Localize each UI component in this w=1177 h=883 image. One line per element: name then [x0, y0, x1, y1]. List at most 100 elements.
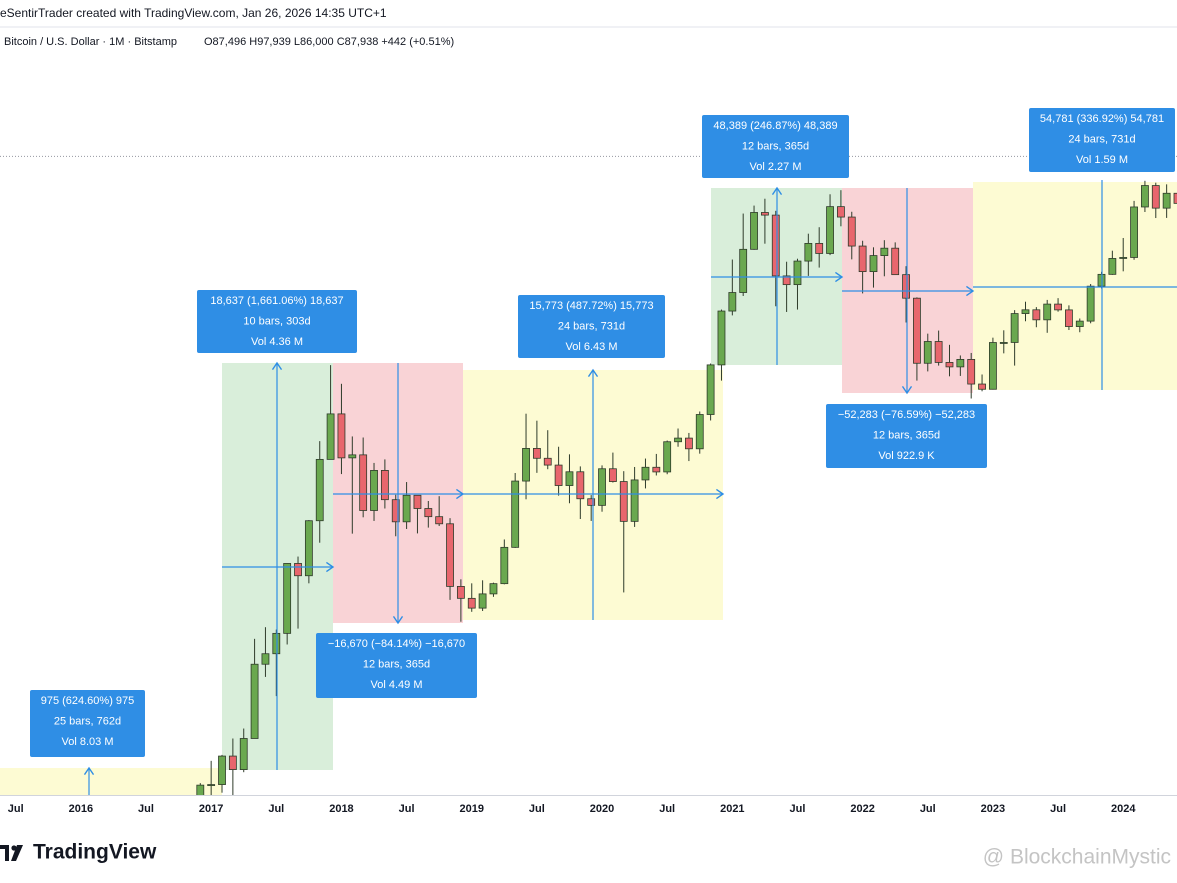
candle-body	[1021, 309, 1030, 314]
x-tick-label: 2017	[199, 803, 223, 815]
measure-label-text: 12 bars, 365d	[873, 429, 940, 441]
arrow-head	[771, 186, 783, 195]
candle-body	[1173, 192, 1177, 204]
candle-body	[663, 441, 672, 473]
candle-body	[1043, 303, 1052, 321]
candle-body	[837, 206, 845, 218]
measure-label-box	[826, 404, 987, 468]
x-axis: Jul 2016 Jul 2017 Jul 2018 Jul 2019 Jul 2020 Jul 20…	[8, 803, 1137, 815]
logo-mark	[11, 845, 23, 861]
candle-body	[511, 480, 520, 548]
candle-body	[978, 383, 986, 390]
candle-body	[391, 499, 400, 523]
candle-body	[695, 414, 704, 450]
arrow-head	[901, 386, 913, 395]
candle-body	[565, 471, 574, 486]
measure-label-text: 54,781 (336.92%) 54,781	[1040, 113, 1164, 125]
x-tick-label: Jul	[268, 803, 284, 815]
measure-label-text: 975 (624.60%) 975	[41, 695, 135, 707]
candle-body	[945, 362, 954, 368]
candle-body	[272, 632, 281, 655]
candle-body	[1075, 320, 1084, 327]
x-tick-label: 2016	[69, 803, 93, 815]
candle-body	[847, 216, 856, 247]
candle-body	[771, 214, 780, 277]
candle-body	[228, 755, 237, 770]
measure-label-text: Vol 2.27 M	[750, 161, 802, 173]
brand-logo: TradingView	[0, 841, 157, 864]
measure-label-text: −52,283 (−76.59%) −52,283	[838, 409, 975, 421]
measure-label-box	[316, 633, 477, 698]
arrow-head	[966, 285, 975, 297]
candle-body	[446, 523, 454, 587]
arrow-head	[716, 488, 725, 500]
measure-label-text: 25 bars, 762d	[54, 715, 121, 727]
arrow-head	[326, 561, 335, 573]
measure-label-text: Vol 8.03 M	[62, 736, 114, 748]
x-tick-label: 2022	[850, 803, 874, 815]
x-tick-label: Jul	[659, 803, 675, 815]
measure-label-text: 18,637 (1,661.06%) 18,637	[210, 295, 343, 307]
candle-body	[522, 448, 530, 482]
candle-body	[587, 498, 596, 506]
candle-body	[782, 275, 791, 286]
brand: TradingView	[33, 841, 157, 864]
candle-body	[261, 653, 270, 665]
measure-label-text: 24 bars, 731d	[1068, 133, 1135, 145]
chart-title: Bitcoin / U.S. Dollar · 1M · Bitstamp	[4, 36, 177, 48]
candle-body	[674, 437, 682, 443]
logo-mark	[0, 845, 9, 861]
candle-body	[250, 663, 259, 739]
candle-body	[543, 457, 552, 466]
measure-label-text: −16,670 (−84.14%) −16,670	[328, 638, 465, 650]
candle-body	[858, 245, 867, 273]
candle-body	[413, 494, 422, 509]
candle-body	[315, 458, 324, 522]
candle-body	[554, 464, 563, 486]
arrow-head	[83, 766, 95, 775]
candle-body	[750, 212, 758, 250]
measure-label-text: Vol 6.43 M	[566, 341, 618, 353]
measure-tools	[83, 180, 1177, 795]
candle-body	[489, 583, 498, 595]
plot-area	[0, 155, 1177, 795]
candle-body	[1151, 185, 1160, 209]
candle-body	[598, 468, 606, 506]
x-tick-label: Jul	[399, 803, 415, 815]
arrow-head	[587, 368, 599, 377]
candle-body	[804, 242, 813, 262]
measure-label-text: 10 bars, 303d	[243, 315, 310, 327]
x-tick-label: Jul	[1050, 803, 1066, 815]
candle-body	[815, 242, 824, 254]
candle-body	[761, 212, 769, 216]
candle-body	[1141, 185, 1149, 208]
measure-label-text: 24 bars, 731d	[558, 320, 625, 332]
x-tick-label: 2018	[329, 803, 353, 815]
candle-body	[934, 341, 943, 363]
candle-body	[478, 593, 487, 609]
x-tick-label: 2021	[720, 803, 744, 815]
candle-body	[218, 755, 226, 785]
x-tick-label: Jul	[529, 803, 545, 815]
candle-body	[826, 206, 834, 254]
candle-body	[239, 738, 248, 770]
candle-body	[196, 784, 205, 795]
x-tick-label: Jul	[920, 803, 936, 815]
credit: eSentirTrader created with TradingView.c…	[0, 6, 387, 20]
candle-body	[869, 255, 878, 273]
candle-body	[1162, 192, 1171, 209]
candle-body	[891, 247, 900, 276]
measure-region	[973, 182, 1177, 390]
candle-body	[956, 359, 965, 368]
candle-body	[619, 481, 628, 522]
candle-body	[880, 247, 889, 256]
candle-body	[326, 413, 335, 460]
candle-body	[294, 563, 302, 577]
candle-body	[467, 597, 476, 609]
candle-body	[706, 364, 715, 415]
measure-label-box	[197, 290, 357, 353]
measure-label-box	[30, 690, 145, 757]
measure-label-text: Vol 4.36 M	[251, 336, 303, 348]
candle-body	[283, 563, 292, 634]
